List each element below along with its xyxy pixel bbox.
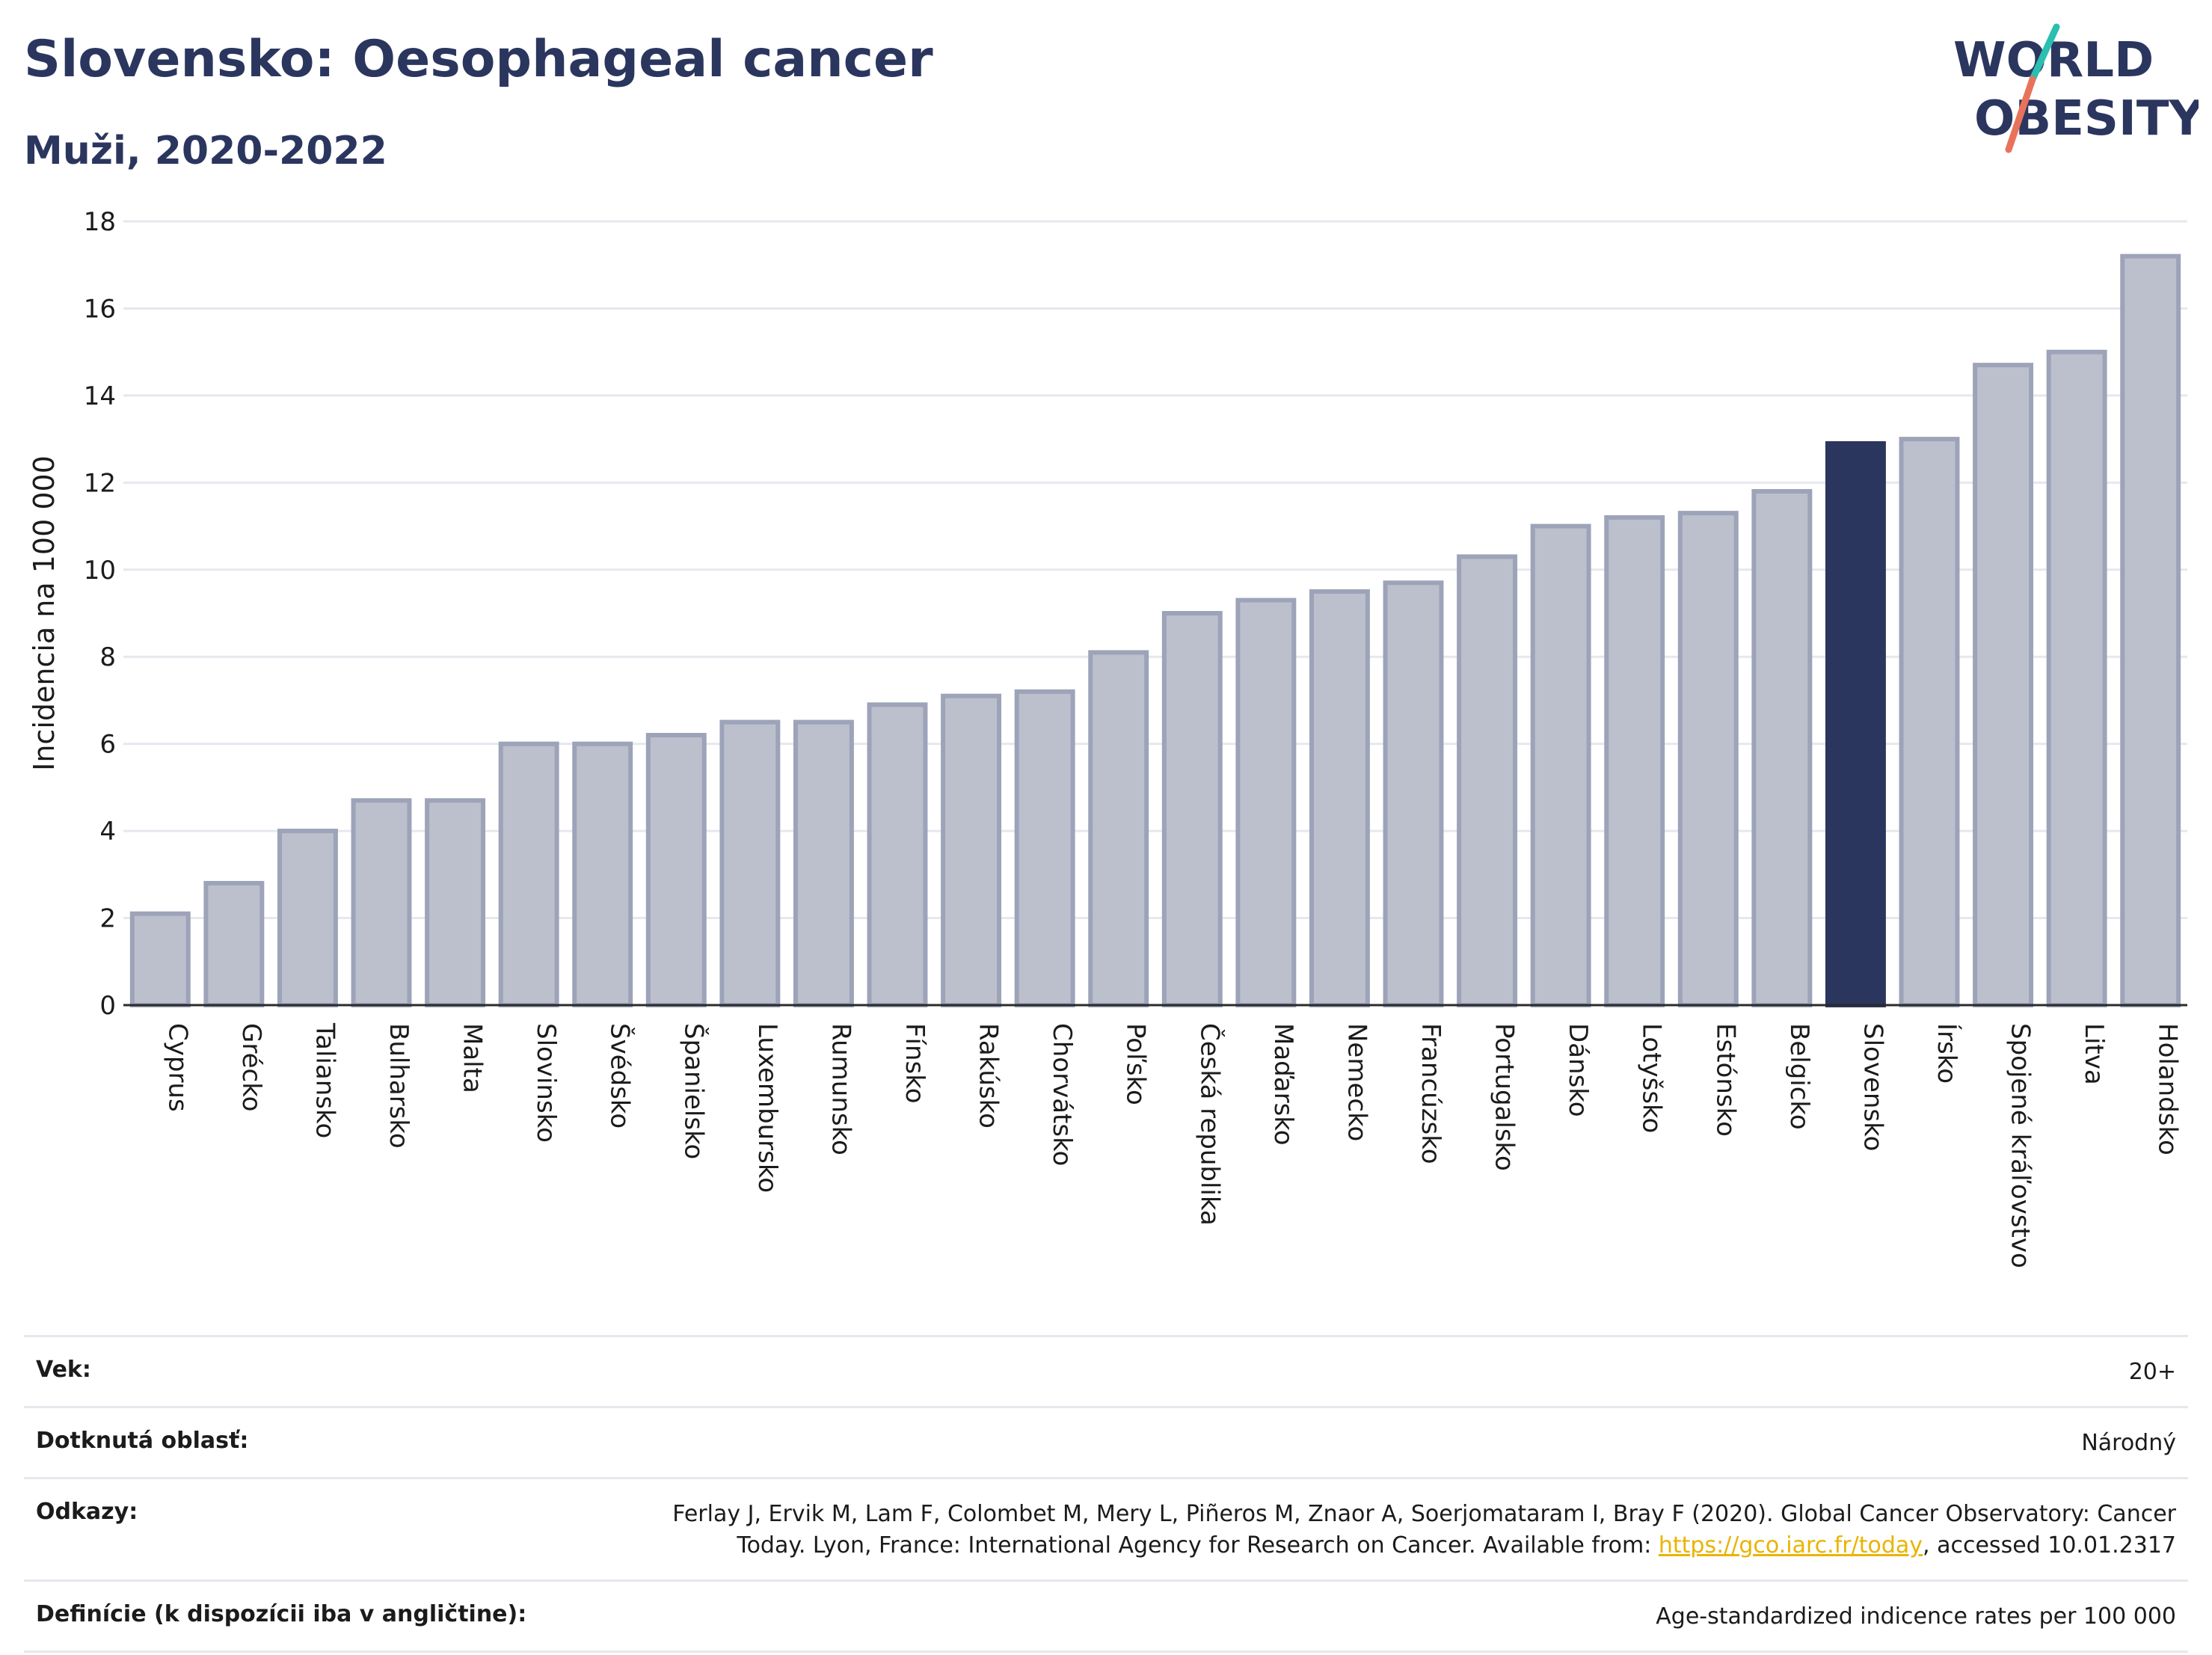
x-tick-label: Grécko: [236, 1023, 266, 1111]
x-tick-label: Maďarsko: [1268, 1023, 1298, 1146]
x-tick-label: Nemecko: [1342, 1023, 1371, 1141]
bar-nemecko: [1309, 589, 1370, 1007]
x-tick-label: Slovinsko: [531, 1023, 561, 1143]
y-tick-labels: 0 2 4 6 8 10 12 14 16 18: [84, 207, 116, 1021]
x-tick-label: Spojené kráľovstvo: [2006, 1023, 2036, 1268]
age-value: 20+: [2128, 1359, 2176, 1385]
x-tick-label: Bulharsko: [384, 1023, 414, 1149]
refs-label: Odkazy:: [36, 1499, 138, 1525]
bar-írsko: [1899, 437, 1960, 1007]
refs-line2-pre: Today. Lyon, France: International Agenc…: [737, 1532, 1659, 1559]
x-tick-label: Fínsko: [900, 1023, 930, 1104]
x-tick-labels: Cyprus Grécko Taliansko Bulharsko Malta Slovi…: [162, 1022, 2182, 1268]
page-subtitle: Muži, 2020-2022: [24, 129, 387, 174]
info-row-refs: Odkazy: Ferlay J, Ervik M, Lam F, Colomb…: [24, 1477, 2188, 1579]
info-row-age: Vek: 20+: [24, 1335, 2188, 1406]
x-tick-label: Estónsko: [1710, 1023, 1740, 1137]
info-row-area: Dotknutá oblasť: Národný: [24, 1406, 2188, 1477]
x-tick-label: Taliansko: [310, 1022, 340, 1138]
x-tick-label: Švédsko: [605, 1023, 636, 1129]
bar-poľsko: [1088, 650, 1149, 1008]
bar-fínsko: [867, 702, 928, 1007]
y-tick-label: 16: [84, 294, 116, 324]
bar-luxembursko: [719, 719, 781, 1007]
x-tick-label: Belgicko: [1784, 1023, 1814, 1130]
info-table: Vek: 20+ Dotknutá oblasť: Národný Odkazy…: [24, 1335, 2188, 1653]
logo-slash-bottom: [2005, 76, 2036, 153]
bar-grécko: [203, 880, 265, 1007]
y-tick-label: 8: [99, 642, 116, 672]
x-tick-label: Česká republika: [1194, 1023, 1225, 1226]
x-tick-label: Francúzsko: [1416, 1023, 1446, 1164]
bar-chart: 0 2 4 6 8 10 12 14 16 18 Cyprus Grécko Taliansko Bul…: [28, 207, 2187, 1268]
logo-slash-top: [2029, 23, 2060, 83]
info-row-defs: Definície (k dispozícii iba v angličtine…: [24, 1579, 2188, 1653]
bar-litva: [2046, 349, 2107, 1007]
x-tick-label: Portugalsko: [1490, 1023, 1520, 1171]
x-tick-label: Malta: [458, 1023, 488, 1093]
bar-česká-republika: [1161, 611, 1223, 1007]
y-tick-label: 18: [84, 207, 116, 237]
defs-value: Age-standardized indicence rates per 100…: [1656, 1603, 2176, 1630]
x-tick-label: Slovensko: [1858, 1023, 1887, 1151]
bar-holandsko: [2120, 254, 2181, 1008]
area-value: Národný: [2081, 1430, 2176, 1456]
x-tick-label: Holandsko: [2153, 1023, 2183, 1155]
bar-chorvátsko: [1014, 689, 1075, 1007]
bar-bulharsko: [351, 798, 412, 1008]
bar-cyprus: [129, 911, 191, 1007]
bar-estónsko: [1677, 511, 1739, 1007]
age-label: Vek:: [36, 1357, 91, 1383]
refs-line2-post: , accessed 10.01.2317: [1923, 1532, 2176, 1559]
bar-rakúsko: [941, 693, 1002, 1007]
y-tick-label: 0: [99, 991, 116, 1021]
defs-label: Definície (k dispozícii iba v angličtine…: [36, 1601, 527, 1627]
bar-maďarsko: [1235, 598, 1297, 1007]
bar-slovinsko: [498, 741, 559, 1008]
x-tick-label: Poľsko: [1121, 1023, 1151, 1105]
refs-line1: Ferlay J, Ervik M, Lam F, Colombet M, Me…: [672, 1501, 2176, 1527]
x-tick-label: Dánsko: [1563, 1023, 1593, 1117]
x-tick-label: Rumunsko: [826, 1023, 855, 1155]
bars: [129, 254, 2181, 1008]
bar-belgicko: [1751, 488, 1813, 1007]
y-tick-label: 10: [84, 556, 116, 586]
x-tick-label: Chorvátsko: [1047, 1023, 1077, 1166]
page-title: Slovensko: Oesophageal cancer: [24, 30, 933, 89]
logo-line1: WORLD: [1953, 33, 2154, 88]
bar-španielsko: [645, 733, 707, 1007]
y-tick-label: 14: [84, 381, 116, 411]
y-tick-label: 12: [84, 468, 116, 498]
x-tick-label: Španielsko: [678, 1023, 709, 1159]
bar-taliansko: [277, 829, 338, 1007]
bar-malta: [425, 798, 486, 1008]
world-obesity-logo: WORLD OBESITY: [1953, 23, 2199, 153]
bar-francúzsko: [1383, 580, 1444, 1007]
area-label: Dotknutá oblasť:: [36, 1428, 249, 1454]
x-tick-label: Litva: [2079, 1023, 2109, 1085]
bar-rumunsko: [793, 719, 854, 1007]
y-tick-label: 6: [99, 730, 116, 760]
bar-dánsko: [1530, 523, 1591, 1007]
x-tick-label: Írsko: [1932, 1023, 1962, 1084]
refs-link[interactable]: https://gco.iarc.fr/today: [1658, 1532, 1923, 1559]
bar-slovensko: [1825, 440, 1886, 1007]
bar-spojené-kráľovstvo: [1973, 363, 2034, 1007]
y-tick-label: 2: [99, 904, 116, 934]
x-tick-label: Luxembursko: [752, 1023, 782, 1193]
x-tick-label: Lotyšsko: [1637, 1023, 1667, 1133]
bar-lotyšsko: [1604, 515, 1665, 1007]
x-tick-label: Cyprus: [162, 1023, 192, 1112]
bar-švédsko: [572, 741, 633, 1008]
refs-value: Ferlay J, Ervik M, Lam F, Colombet M, Me…: [672, 1499, 2176, 1562]
y-tick-label: 4: [99, 817, 116, 847]
x-tick-label: Rakúsko: [974, 1023, 1004, 1129]
y-axis-label: Incidencia na 100 000: [28, 455, 61, 771]
bar-portugalsko: [1457, 554, 1518, 1007]
